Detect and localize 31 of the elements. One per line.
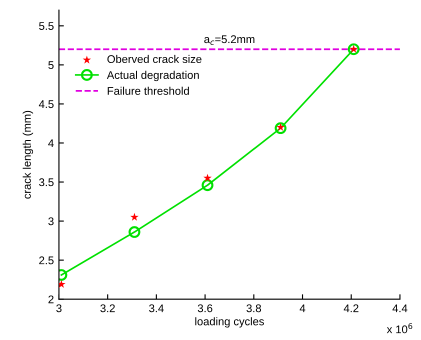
- annotation: a$_{c}$=5.2mm: [204, 35, 254, 45]
- x-tick-label: 4.4: [392, 304, 408, 312]
- point: [203, 174, 212, 182]
- x-tick-label: 3.6: [198, 304, 212, 312]
- y-tick-label: 3.5: [39, 178, 54, 186]
- legend-label: Oberved crack size: [107, 54, 202, 64]
- y-tick-label: 2: [48, 295, 54, 304]
- point: [58, 280, 66, 288]
- legend-label: Failure threshold: [108, 86, 189, 95]
- point: [128, 226, 140, 238]
- text: x 10$^{6}$: [386, 323, 412, 334]
- point: [202, 179, 214, 192]
- y-tick-label: 4: [48, 139, 54, 148]
- y-axis-title: crack length (mm): [22, 110, 34, 199]
- point: [130, 212, 139, 221]
- y-tick-label: 4.5: [38, 100, 54, 108]
- y-tick-label: 5: [48, 61, 54, 70]
- x-tick-label: 3: [56, 304, 62, 312]
- x-tick-label: 4.2: [344, 304, 358, 312]
- point: [348, 43, 360, 56]
- y-tick-label: 5.5: [39, 22, 54, 30]
- point: [274, 122, 286, 134]
- point: [276, 122, 285, 131]
- y-tick-label: 2.5: [39, 256, 54, 264]
- x-tick-label: 3.2: [100, 304, 115, 312]
- x-tick-label: 3.8: [246, 304, 262, 312]
- y-tick-label: 3: [48, 217, 54, 226]
- legend-label: Actual degradation: [106, 70, 199, 82]
- x-tick-label: 4: [300, 304, 306, 312]
- x-tick-label: 3.4: [149, 304, 164, 312]
- x-axis-title: loading cycles: [195, 317, 264, 328]
